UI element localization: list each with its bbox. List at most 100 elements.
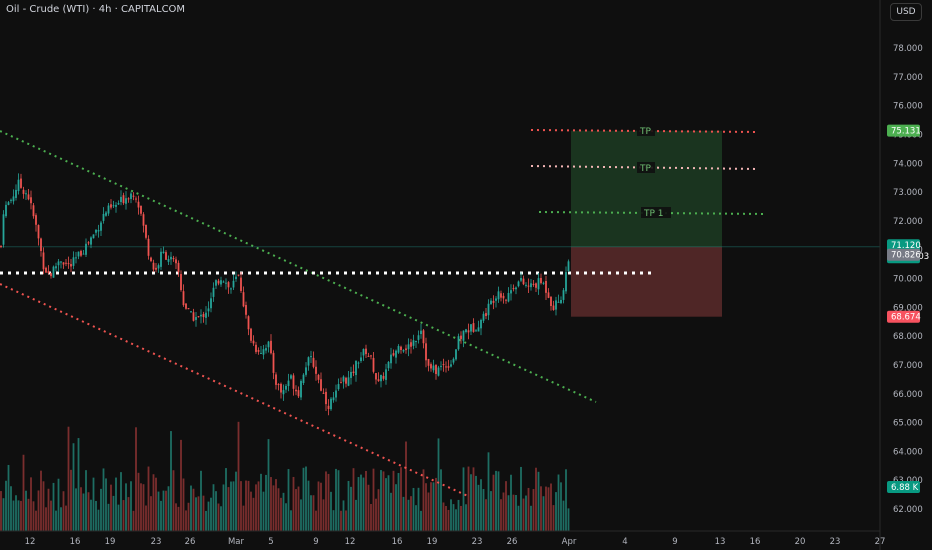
price-tick-label: 78.000 [893, 44, 923, 54]
candle-body [242, 292, 245, 307]
volume-bar [57, 478, 60, 531]
candle-body [130, 193, 132, 199]
candle-body [412, 340, 415, 346]
candle-body [220, 280, 222, 285]
candle-body [552, 305, 555, 311]
volume-bar [310, 495, 312, 531]
volume-bar [77, 438, 80, 531]
volume-bar [52, 482, 55, 531]
volume-bar [205, 510, 207, 531]
candle-body [137, 201, 140, 208]
volume-bar [382, 471, 385, 531]
volume-bar [482, 489, 485, 531]
volume-bar [530, 505, 532, 531]
volume-bar [320, 482, 322, 531]
candle-body [432, 365, 435, 371]
candle-body [62, 262, 65, 265]
upper-trend-line [0, 130, 597, 403]
candle-body [80, 250, 82, 256]
candle-body [282, 390, 285, 395]
candle-body [400, 346, 402, 350]
volume-bar [60, 507, 62, 531]
volume-bar [45, 507, 47, 531]
candle-body [515, 287, 517, 290]
volume-bar [50, 500, 52, 531]
volume-bar [290, 510, 292, 531]
candle-body [255, 344, 257, 352]
time-tick-label: Mar [228, 537, 245, 547]
volume-bar [422, 469, 425, 531]
volume-bar [450, 499, 452, 531]
volume-bar [510, 474, 512, 531]
volume-bar [110, 484, 112, 531]
candle-body [140, 205, 142, 214]
time-tick-label: 23 [830, 537, 841, 547]
candle-body [505, 299, 507, 301]
candle-body [200, 314, 202, 317]
candle-body [550, 296, 552, 307]
candle-body [547, 292, 550, 298]
volume-bar [195, 497, 197, 531]
volume-bar [392, 470, 395, 531]
volume-bar [400, 467, 402, 531]
price-tick-label: 64.000 [893, 447, 923, 457]
candle-body [542, 282, 545, 284]
volume-bar [80, 487, 82, 531]
volume-bar [527, 487, 530, 531]
volume-bar [325, 471, 327, 531]
volume-bar [567, 508, 570, 531]
price-tick-label: 62.000 [893, 505, 923, 515]
time-axis[interactable]: 12 16 19 23 26 Mar 5 9 12 16 19 23 26 Apr 4 9 13 16 20 23 27 [0, 530, 885, 547]
candle-body [192, 312, 195, 321]
candle-body [85, 243, 87, 255]
volume-bar [227, 487, 230, 531]
candle-body [475, 330, 477, 332]
volume-bar [287, 469, 290, 531]
candle-body [495, 298, 497, 301]
candle-body [500, 293, 502, 298]
volume-bar [207, 501, 210, 531]
volume-bar [245, 480, 247, 531]
candle-body [367, 355, 370, 357]
candle-body [397, 346, 400, 353]
candle-body [567, 261, 570, 272]
candle-body [307, 357, 310, 366]
candle-body [407, 344, 410, 350]
volume-bar [485, 499, 487, 531]
currency-button[interactable]: USD [890, 3, 922, 21]
candle-body [55, 266, 57, 269]
candle-body [372, 357, 375, 372]
price-axis[interactable]: 78.00077.00076.00075.00074.00073.00072.0… [879, 0, 923, 550]
volume-bar [292, 476, 295, 531]
volume-bar [305, 466, 307, 531]
time-tick-label: 13 [715, 537, 726, 547]
candle-body [457, 336, 460, 350]
candle-body [117, 203, 120, 205]
volume-bar [542, 496, 545, 531]
time-tick-label: 19 [105, 537, 116, 547]
time-tick-label: 16 [750, 537, 761, 547]
candle-body [175, 259, 177, 264]
volume-bar [252, 497, 255, 531]
volume-bar [70, 469, 72, 531]
volume-badge-label: 6.88 K [891, 483, 919, 493]
candlesticks [0, 173, 570, 416]
volume-bar [102, 468, 105, 531]
candle-body [52, 266, 55, 278]
price-badge [887, 310, 920, 323]
volume-bar [250, 491, 252, 531]
candle-body [280, 383, 282, 393]
candle-body [265, 348, 267, 351]
volume-bar [2, 498, 5, 531]
candle-body [217, 280, 220, 284]
volume-bar [167, 486, 170, 531]
volume-bar [282, 492, 285, 531]
volume-bar [0, 491, 2, 531]
volume-bar [557, 474, 560, 531]
candle-body [195, 317, 197, 320]
candle-body [227, 282, 230, 288]
candle-body [122, 195, 125, 204]
time-tick-label: 23 [151, 537, 162, 547]
volume-bar [437, 438, 440, 531]
